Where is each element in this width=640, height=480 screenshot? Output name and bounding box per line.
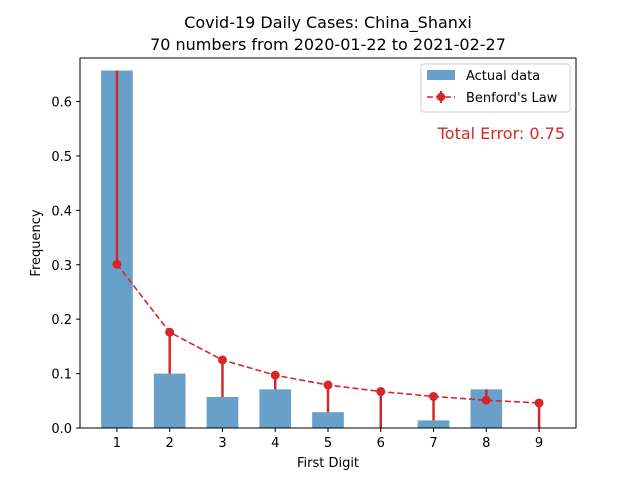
- legend-swatch-actual: [427, 70, 455, 80]
- bar: [153, 373, 186, 428]
- x-tick-label: 3: [218, 436, 226, 451]
- axes-frame: [79, 57, 577, 429]
- y-tick-label: 0.6: [51, 96, 72, 111]
- bar: [259, 389, 292, 428]
- legend-box: [420, 63, 571, 113]
- plot-area: 1 2 3 4 5 6 7 8 9 0.0 0.1 0.2 0.3 0.4 0.5 0.6: [51, 70, 544, 451]
- chart-subtitle: 70 numbers from 2020-01-22 to 2021-02-27: [150, 35, 506, 54]
- bar: [417, 420, 450, 428]
- y-tick-label: 0.4: [51, 204, 72, 219]
- x-tick-label: 6: [377, 436, 385, 451]
- y-tick-label: 0.1: [51, 368, 72, 383]
- x-tick-label: 2: [166, 436, 174, 451]
- benford-point: [481, 395, 491, 405]
- benford-point: [112, 259, 122, 269]
- benford-point: [323, 380, 333, 390]
- legend-label-actual: Actual data: [466, 69, 540, 84]
- y-tick-label: 0.0: [51, 422, 72, 437]
- benford-point: [217, 355, 227, 365]
- bar: [312, 412, 344, 428]
- benford-point: [165, 327, 175, 337]
- y-tick-label: 0.2: [51, 313, 72, 328]
- benford-point: [429, 391, 439, 401]
- x-tick-label: 1: [113, 436, 121, 451]
- legend-label-benford: Benford's Law: [466, 91, 558, 106]
- benford-point: [376, 387, 386, 397]
- x-axis-label: First Digit: [297, 456, 359, 471]
- total-error-annotation: Total Error: 0.75: [437, 124, 565, 143]
- benford-point: [534, 398, 544, 408]
- x-tick-label: 5: [324, 436, 332, 451]
- x-tick-label: 9: [535, 436, 543, 451]
- y-tick-label: 0.3: [51, 259, 72, 274]
- legend-swatch-benford-marker: [436, 92, 446, 102]
- benford-point: [270, 370, 280, 380]
- x-tick-label: 7: [429, 436, 437, 451]
- x-tick-label: 4: [271, 436, 279, 451]
- chart-title: Covid-19 Daily Cases: China_Shanxi: [184, 13, 472, 33]
- y-tick-label: 0.5: [51, 150, 72, 165]
- x-tick-label: 8: [482, 436, 490, 451]
- y-axis-label: Frequency: [29, 209, 44, 276]
- legend: Actual data Benford's Law: [420, 63, 571, 113]
- bar: [206, 396, 239, 428]
